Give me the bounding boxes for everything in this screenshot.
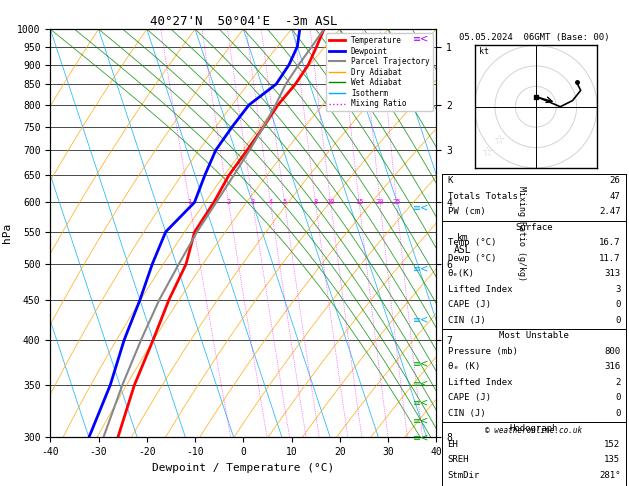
- Text: 20: 20: [376, 199, 384, 206]
- Text: 3: 3: [250, 199, 255, 206]
- Text: 0: 0: [615, 393, 620, 402]
- Text: ≡<: ≡<: [413, 314, 429, 324]
- Text: Dewp (°C): Dewp (°C): [448, 254, 496, 263]
- Text: 4: 4: [269, 199, 272, 206]
- Text: 2: 2: [615, 378, 620, 387]
- Text: 152: 152: [604, 440, 620, 449]
- Text: 0: 0: [615, 409, 620, 418]
- Text: CIN (J): CIN (J): [448, 316, 485, 325]
- Text: 15: 15: [355, 199, 364, 206]
- Text: ≡<: ≡<: [413, 398, 429, 408]
- Text: 2.47: 2.47: [599, 207, 620, 216]
- Text: Most Unstable: Most Unstable: [499, 331, 569, 340]
- Text: 3: 3: [615, 285, 620, 294]
- Text: Hodograph: Hodograph: [509, 424, 558, 434]
- Text: 5: 5: [282, 199, 287, 206]
- Text: ≡<: ≡<: [413, 359, 429, 368]
- Text: Totals Totals: Totals Totals: [448, 191, 518, 201]
- Text: 1: 1: [187, 199, 192, 206]
- Text: 8: 8: [313, 199, 318, 206]
- Text: 281°: 281°: [599, 471, 620, 480]
- Text: © weatheronline.co.uk: © weatheronline.co.uk: [486, 426, 582, 435]
- Text: StmDir: StmDir: [448, 471, 480, 480]
- Text: Mixing Ratio (g/kg): Mixing Ratio (g/kg): [517, 186, 526, 281]
- Text: 26: 26: [610, 176, 620, 185]
- Y-axis label: hPa: hPa: [1, 223, 11, 243]
- Text: K: K: [448, 176, 453, 185]
- Y-axis label: km
ASL: km ASL: [454, 233, 472, 255]
- Text: ≡<: ≡<: [413, 416, 429, 425]
- Legend: Temperature, Dewpoint, Parcel Trajectory, Dry Adiabat, Wet Adiabat, Isotherm, Mi: Temperature, Dewpoint, Parcel Trajectory…: [326, 33, 433, 111]
- Text: ≡<: ≡<: [413, 263, 429, 273]
- Text: 11.7: 11.7: [599, 254, 620, 263]
- Text: 800: 800: [604, 347, 620, 356]
- X-axis label: Dewpoint / Temperature (°C): Dewpoint / Temperature (°C): [152, 463, 335, 473]
- Text: Lifted Index: Lifted Index: [448, 378, 512, 387]
- Text: ≡<: ≡<: [413, 379, 429, 389]
- Text: 135: 135: [604, 455, 620, 464]
- Text: CAPE (J): CAPE (J): [448, 393, 491, 402]
- Text: Pressure (mb): Pressure (mb): [448, 347, 518, 356]
- Text: 05.05.2024  06GMT (Base: 00): 05.05.2024 06GMT (Base: 00): [459, 33, 610, 42]
- Text: 316: 316: [604, 362, 620, 371]
- Text: 313: 313: [604, 269, 620, 278]
- Text: 0: 0: [615, 300, 620, 309]
- Text: ≡<: ≡<: [413, 34, 429, 44]
- Text: SREH: SREH: [448, 455, 469, 464]
- Text: Lifted Index: Lifted Index: [448, 285, 512, 294]
- Text: ≡<: ≡<: [413, 203, 429, 213]
- Text: 25: 25: [392, 199, 401, 206]
- Text: 2: 2: [226, 199, 231, 206]
- Title: 40°27'N  50°04'E  -3m ASL: 40°27'N 50°04'E -3m ASL: [150, 15, 337, 28]
- Text: Surface: Surface: [515, 223, 553, 232]
- Text: PW (cm): PW (cm): [448, 207, 485, 216]
- Text: EH: EH: [448, 440, 459, 449]
- Text: θₑ (K): θₑ (K): [448, 362, 480, 371]
- Text: 47: 47: [610, 191, 620, 201]
- Text: CIN (J): CIN (J): [448, 409, 485, 418]
- Text: LCL: LCL: [419, 38, 434, 48]
- Text: 10: 10: [326, 199, 335, 206]
- Text: ≡<: ≡<: [413, 433, 429, 442]
- Text: 16.7: 16.7: [599, 238, 620, 247]
- Text: 0: 0: [615, 316, 620, 325]
- Text: θₑ(K): θₑ(K): [448, 269, 474, 278]
- Text: Temp (°C): Temp (°C): [448, 238, 496, 247]
- Text: CAPE (J): CAPE (J): [448, 300, 491, 309]
